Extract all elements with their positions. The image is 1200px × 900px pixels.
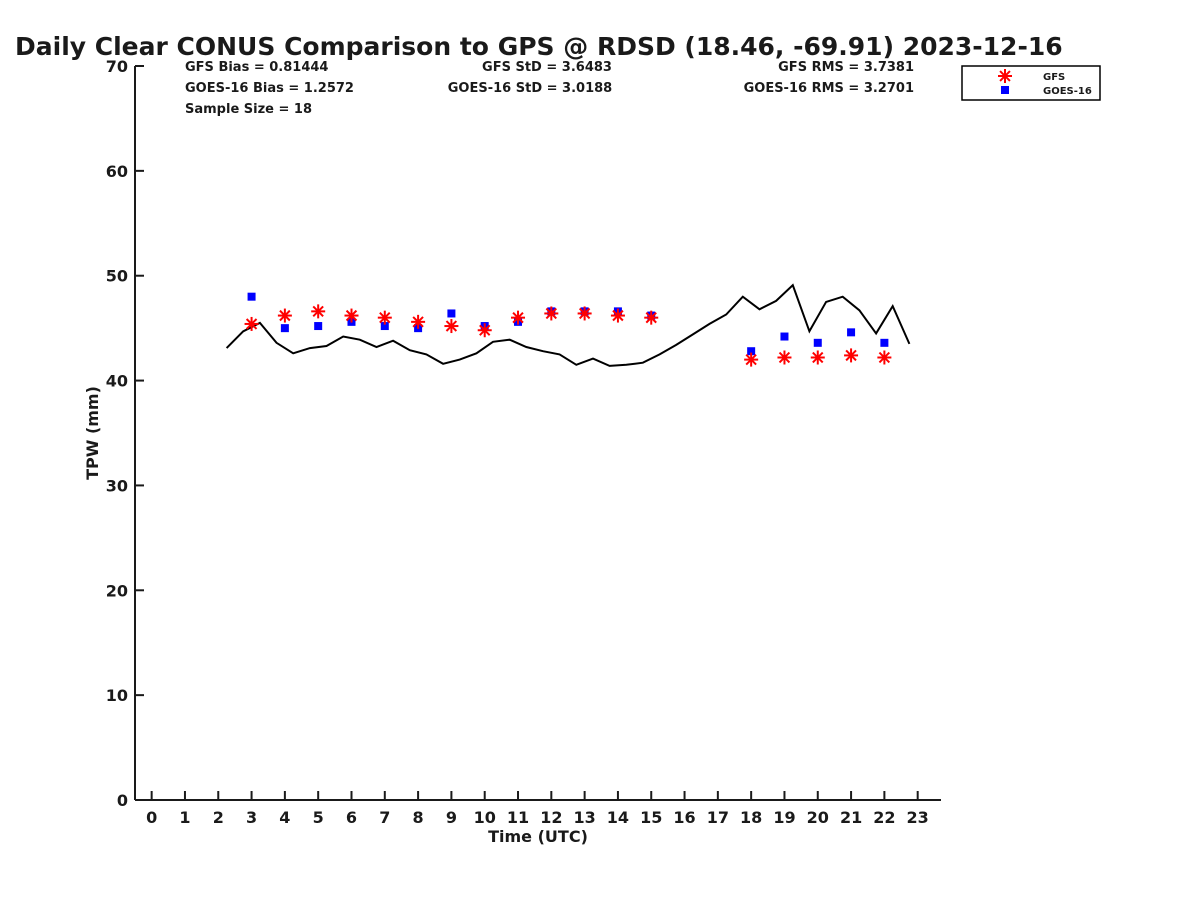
x-tick-label: 10 [474, 808, 496, 827]
y-tick-label: 10 [106, 686, 128, 705]
x-tick-label: 13 [573, 808, 595, 827]
y-tick-label: 0 [117, 791, 128, 810]
gfs-point [244, 316, 259, 331]
x-tick-label: 18 [740, 808, 762, 827]
gfs-point [877, 350, 892, 365]
y-tick-label: 70 [106, 57, 128, 76]
x-tick-label: 12 [540, 808, 562, 827]
gfs-point [777, 350, 792, 365]
x-axis-ticks: 0 1 2 3 4 5 6 7 8 9 10 11 12 13 14 15 16 17 18 19 20 21 22 23 [146, 791, 929, 827]
legend-goes-label: GOES-16 [1043, 86, 1092, 97]
sample-size-text: Sample Size = 18 [185, 102, 312, 117]
gps-series [225, 283, 911, 367]
goes16-point [280, 324, 289, 333]
x-tick-label: 17 [707, 808, 729, 827]
goes-std-text: GOES-16 StD = 3.0188 [448, 81, 612, 96]
x-tick-label: 2 [213, 808, 224, 827]
x-tick-label: 23 [907, 808, 929, 827]
gfs-point [810, 350, 825, 365]
gfs-point [277, 308, 292, 323]
x-tick-label: 8 [413, 808, 424, 827]
gfs-std-text: GFS StD = 3.6483 [482, 60, 612, 75]
gfs-point [344, 308, 359, 323]
goes16-point [813, 338, 822, 347]
axes [134, 66, 941, 801]
x-tick-label: 20 [807, 808, 829, 827]
y-tick-label: 30 [106, 476, 128, 495]
x-tick-label: 22 [873, 808, 895, 827]
y-tick-label: 20 [106, 581, 128, 600]
x-tick-label: 9 [446, 808, 457, 827]
chart-title: Daily Clear CONUS Comparison to GPS @ RD… [15, 32, 1063, 61]
gfs-bias-text: GFS Bias = 0.81444 [185, 60, 328, 75]
y-tick-label: 50 [106, 267, 128, 286]
gfs-point [610, 308, 625, 323]
gps-line [225, 283, 911, 367]
goes16-point [747, 347, 756, 356]
x-tick-label: 11 [507, 808, 529, 827]
gfs-point [311, 304, 326, 319]
gfs-point [477, 323, 492, 338]
goes16-series [247, 292, 889, 356]
legend-gfs-label: GFS [1043, 72, 1065, 83]
gfs-point [744, 352, 759, 367]
y-axis-label: TPW (mm) [83, 386, 102, 480]
goes16-point [880, 338, 889, 347]
y-tick-label: 40 [106, 372, 128, 391]
goes16-point [447, 309, 456, 318]
x-tick-label: 7 [379, 808, 390, 827]
goes16-point [247, 292, 256, 301]
gfs-point [644, 310, 659, 325]
gfs-series [244, 304, 892, 367]
legend-box [961, 65, 1101, 101]
goes16-point [847, 328, 856, 337]
x-tick-label: 4 [279, 808, 290, 827]
x-axis-label: Time (UTC) [488, 827, 588, 846]
goes-bias-text: GOES-16 Bias = 1.2572 [185, 81, 354, 96]
x-tick-label: 15 [640, 808, 662, 827]
gfs-point [844, 348, 859, 363]
gfs-point [444, 319, 459, 334]
x-tick-label: 19 [773, 808, 795, 827]
goes16-point [380, 322, 389, 331]
x-tick-label: 0 [146, 808, 157, 827]
goes16-point [314, 322, 323, 331]
x-tick-label: 3 [246, 808, 257, 827]
goes-rms-text: GOES-16 RMS = 3.2701 [744, 81, 914, 96]
gfs-point [411, 314, 426, 329]
x-tick-label: 16 [673, 808, 695, 827]
goes16-point [780, 332, 789, 341]
gfs-rms-text: GFS RMS = 3.7381 [778, 60, 914, 75]
y-tick-label: 60 [106, 162, 128, 181]
stats-block: GFS Bias = 0.81444 GOES-16 Bias = 1.2572… [185, 60, 914, 117]
x-tick-label: 1 [179, 808, 190, 827]
legend-goes-marker [1001, 86, 1009, 94]
gfs-point [511, 310, 526, 325]
legend-gfs-marker [998, 69, 1012, 83]
legend: GFS GOES-16 [961, 65, 1101, 101]
legend-gfs-asterisk [998, 69, 1012, 83]
y-axis-ticks: 0 10 20 30 40 50 60 70 [106, 57, 144, 810]
x-tick-label: 14 [607, 808, 629, 827]
gfs-point [377, 310, 392, 325]
gfs-point [577, 306, 592, 321]
x-tick-label: 6 [346, 808, 357, 827]
gfs-point [544, 306, 559, 321]
x-tick-label: 21 [840, 808, 862, 827]
x-tick-label: 5 [313, 808, 324, 827]
